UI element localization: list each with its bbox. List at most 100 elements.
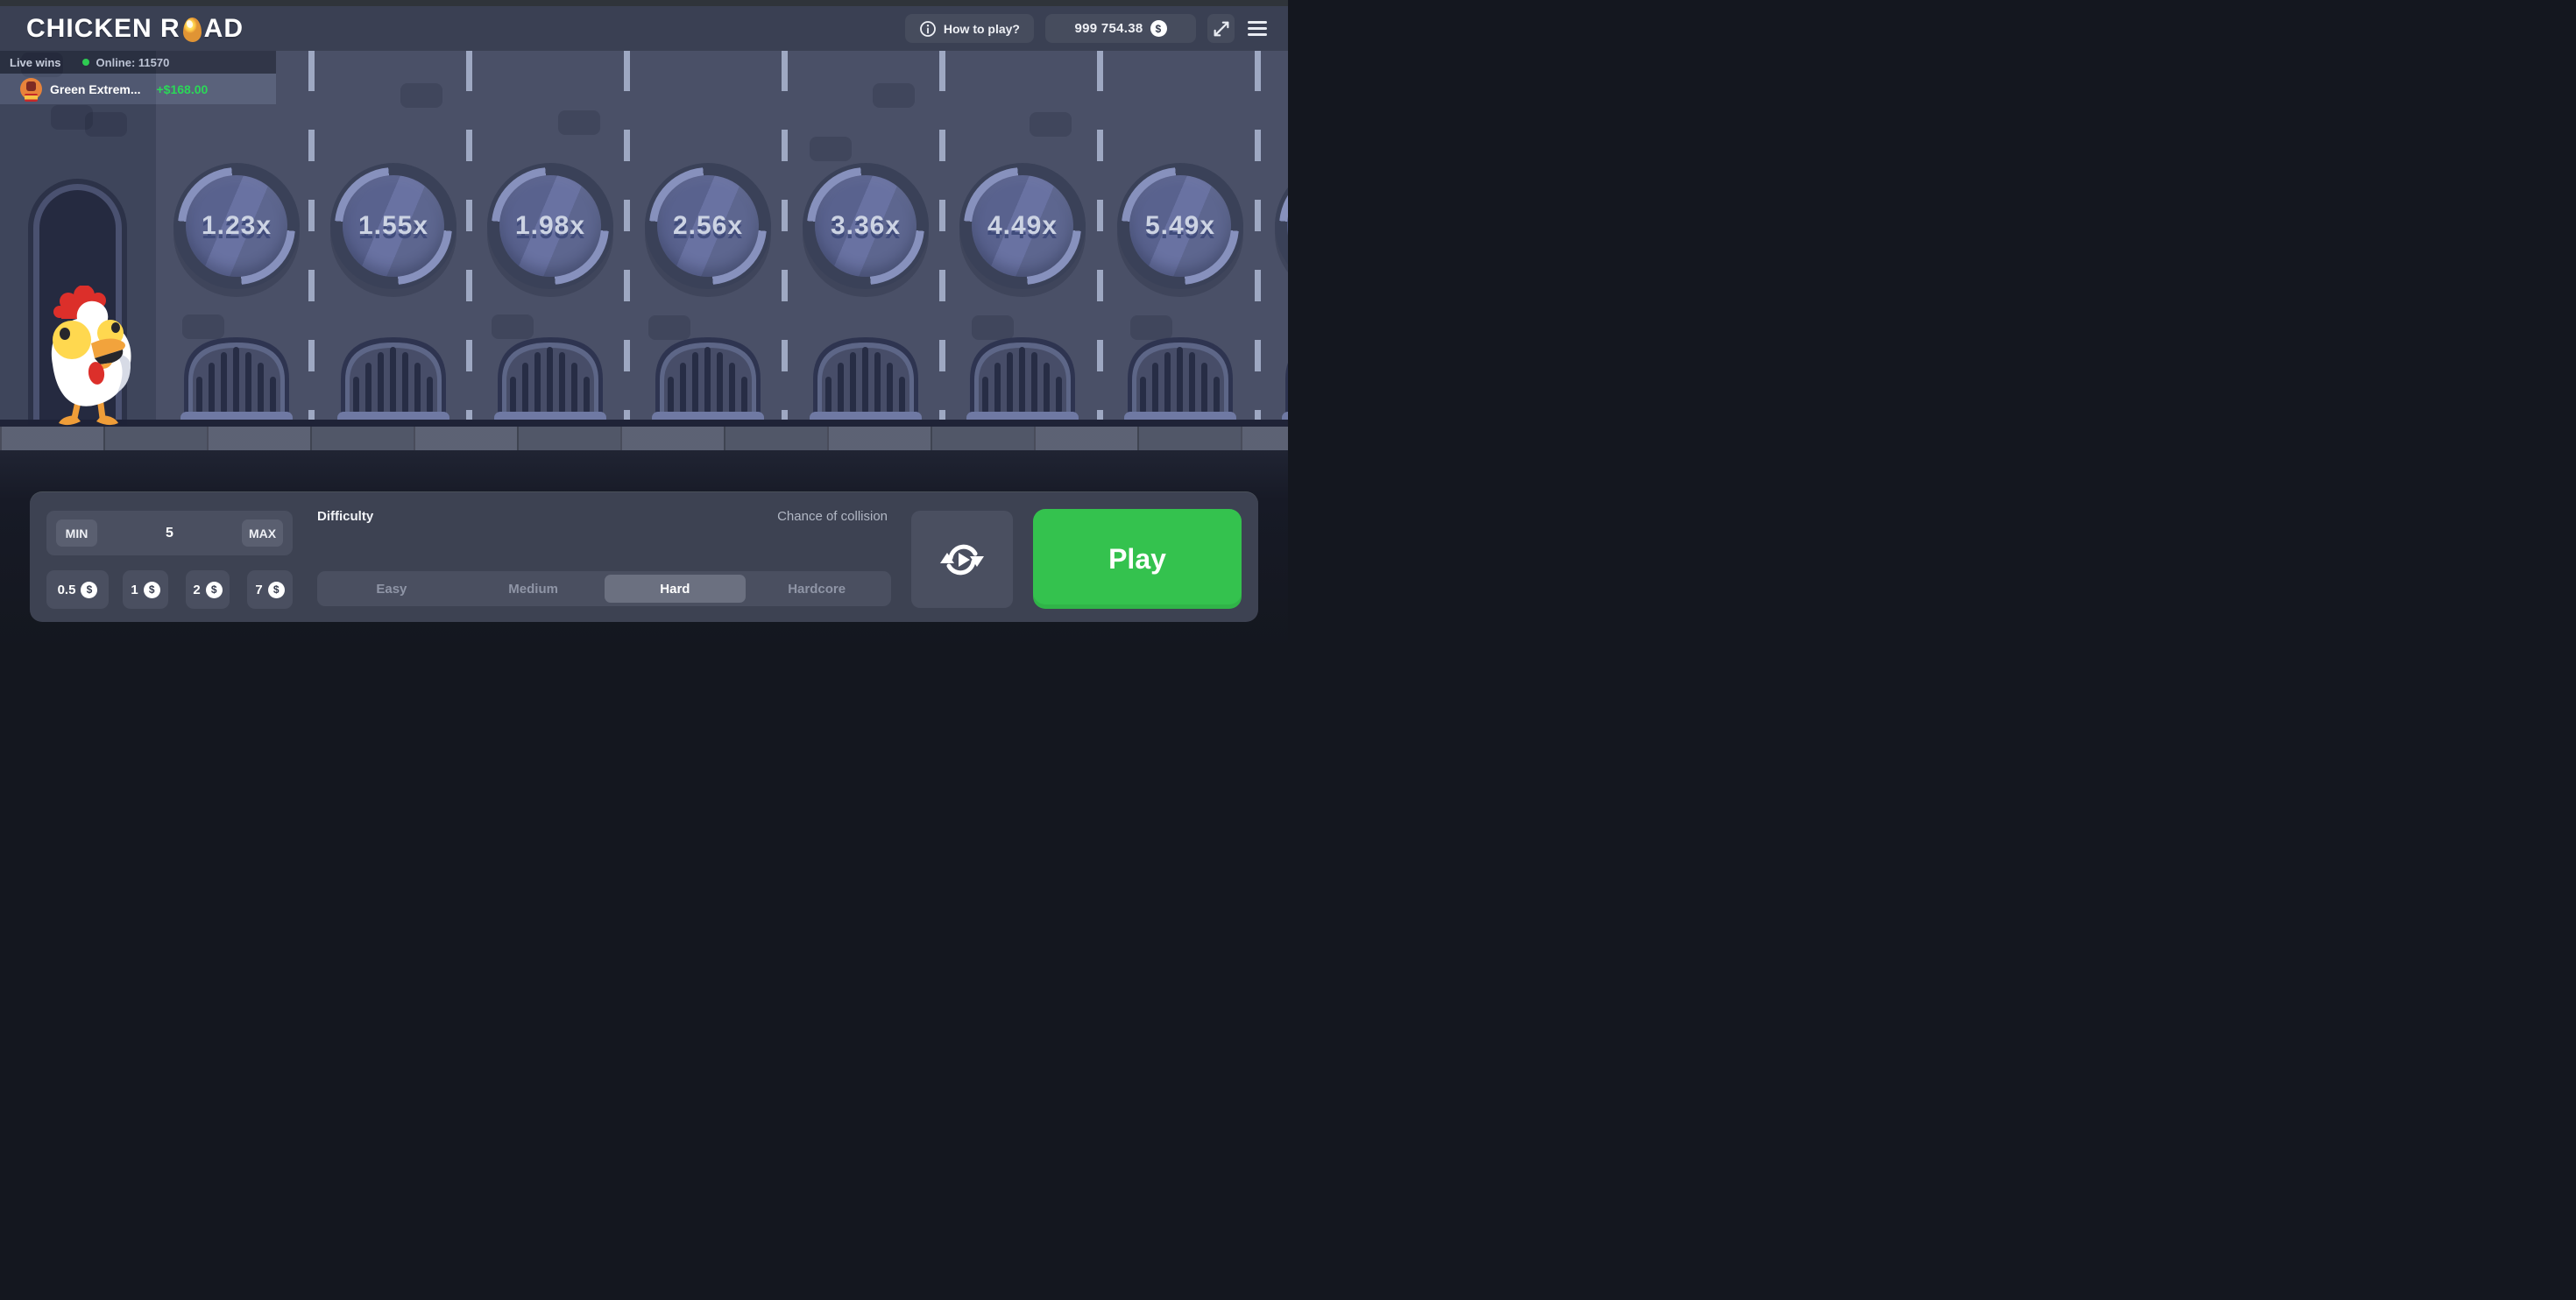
sewer-grate — [180, 330, 293, 425]
tab-hard[interactable]: Hard — [604, 575, 747, 603]
road-patch — [492, 314, 534, 339]
difficulty-tabs: Easy Medium Hard Hardcore — [317, 571, 891, 606]
tab-medium[interactable]: Medium — [508, 581, 558, 597]
sewer-grate — [810, 330, 922, 425]
pad-face: 2.56x — [657, 175, 759, 277]
live-wins-bar: Live wins Online: 11570 — [0, 51, 276, 74]
multiplier-label: 1.55x — [357, 211, 429, 240]
pad-face: 4.49x — [972, 175, 1073, 277]
game-scene: 1.23x 1.55x 1.98x 2.56x 3.36x 4.49x 5.49… — [0, 51, 1288, 450]
balance-display[interactable]: 999 754.38 $ — [1045, 14, 1196, 43]
multiplier-label: 3.36x — [830, 211, 902, 240]
min-bet-button[interactable]: MIN — [56, 519, 97, 547]
multiplier-pad-5: 3.36x — [803, 163, 929, 289]
road-patch — [972, 315, 1014, 340]
header-actions: How to play? 999 754.38 $ — [904, 14, 1269, 43]
dollar-coin-icon: $ — [143, 581, 160, 598]
road-patch — [648, 315, 690, 340]
road-edge — [0, 420, 1288, 427]
multiplier-label: 1.98x — [514, 211, 586, 240]
collision-label: Chance of collision — [777, 509, 888, 524]
sewer-grate — [966, 330, 1079, 425]
player-avatar — [20, 78, 42, 102]
pad-face: 1.98x — [499, 175, 601, 277]
win-amount: +$168.00 — [156, 81, 209, 96]
multiplier-pad-2: 1.55x — [330, 163, 456, 289]
quick-bet-7-button[interactable]: 7 $ — [247, 570, 293, 609]
how-to-play-button[interactable]: How to play? — [904, 14, 1034, 43]
lane-divider — [1255, 51, 1261, 420]
egg-icon — [182, 17, 202, 42]
lane-divider — [782, 51, 788, 420]
bottom-area: MIN 5 MAX 0.5 $ 1 $ 2 $ 7 $ Difficulty C… — [0, 450, 1288, 650]
header-bar: CHICKEN R AD How to play? 999 754.38 $ — [0, 6, 1288, 51]
lane-divider — [1097, 51, 1103, 420]
autoplay-button[interactable] — [911, 511, 1013, 608]
road-patch — [558, 110, 600, 135]
road-patch — [1030, 112, 1072, 137]
bet-value-field[interactable]: 5 — [166, 525, 173, 540]
bet-amount-box: MIN 5 MAX — [46, 511, 293, 555]
chip-label: 7 — [255, 582, 263, 597]
road-patch — [21, 53, 63, 77]
road-patch — [873, 83, 915, 108]
lane-divider — [939, 51, 945, 420]
multiplier-pad-partial — [1275, 163, 1288, 289]
quick-bet-1-button[interactable]: 1 $ — [123, 570, 168, 609]
player-name: Green Extrem... — [50, 81, 141, 96]
flag-badge — [25, 94, 38, 102]
tab-easy[interactable]: Easy — [376, 581, 407, 597]
road-patch — [51, 105, 93, 130]
tab-hardcore[interactable]: Hardcore — [788, 581, 846, 597]
chip-label: 2 — [193, 582, 201, 597]
autoplay-cycle-icon — [940, 544, 984, 575]
dollar-coin-icon: $ — [205, 581, 223, 598]
how-to-play-label: How to play? — [943, 21, 1020, 36]
fullscreen-expand-icon — [1214, 21, 1228, 36]
max-bet-button[interactable]: MAX — [242, 519, 283, 547]
difficulty-label: Difficulty — [317, 509, 374, 524]
pad-face: 5.49x — [1129, 175, 1231, 277]
multiplier-pad-7: 5.49x — [1117, 163, 1243, 289]
fullscreen-button[interactable] — [1207, 14, 1235, 43]
logo-text-prefix: CHICKEN R — [26, 13, 180, 43]
dollar-coin-icon: $ — [81, 581, 98, 598]
pad-face — [1287, 175, 1288, 277]
quick-bet-2-button[interactable]: 2 $ — [186, 570, 230, 609]
road-patch — [400, 83, 442, 108]
multiplier-label: 4.49x — [987, 211, 1058, 240]
multiplier-label: 5.49x — [1144, 211, 1216, 240]
chicken-character — [51, 286, 131, 426]
sewer-grate — [1124, 330, 1236, 425]
play-button[interactable]: Play — [1033, 509, 1242, 609]
lane-divider — [308, 51, 315, 420]
live-wins-title: Live wins — [10, 55, 61, 69]
chip-label: 1 — [131, 582, 138, 597]
online-status-dot — [81, 59, 89, 66]
road-patch — [1130, 315, 1172, 340]
pad-face: 3.36x — [815, 175, 916, 277]
pad-ring — [1279, 167, 1288, 285]
road-patch — [85, 112, 127, 137]
live-win-entry: Green Extrem... +$168.00 — [0, 74, 276, 104]
chicken-road-app: CHICKEN R AD How to play? 999 754.38 $ — [0, 0, 1288, 650]
online-count: Online: 11570 — [96, 55, 170, 69]
pad-face: 1.23x — [186, 175, 287, 277]
balance-value: 999 754.38 — [1074, 21, 1143, 36]
chip-label: 0.5 — [57, 582, 76, 597]
info-icon — [919, 20, 936, 37]
sewer-grate — [494, 330, 606, 425]
multiplier-label: 2.56x — [672, 211, 744, 240]
lane-divider — [466, 51, 472, 420]
app-logo: CHICKEN R AD — [26, 6, 244, 51]
multiplier-pad-1: 1.23x — [173, 163, 300, 289]
menu-button[interactable] — [1246, 18, 1269, 39]
lane-divider — [624, 51, 630, 420]
window-top-strip — [0, 0, 1288, 6]
dollar-coin-icon: $ — [267, 581, 285, 598]
quick-bet-0.5-button[interactable]: 0.5 $ — [46, 570, 109, 609]
sidewalk — [0, 427, 1288, 450]
multiplier-pad-3: 1.98x — [487, 163, 613, 289]
multiplier-label: 1.23x — [201, 211, 272, 240]
pad-face: 1.55x — [343, 175, 444, 277]
